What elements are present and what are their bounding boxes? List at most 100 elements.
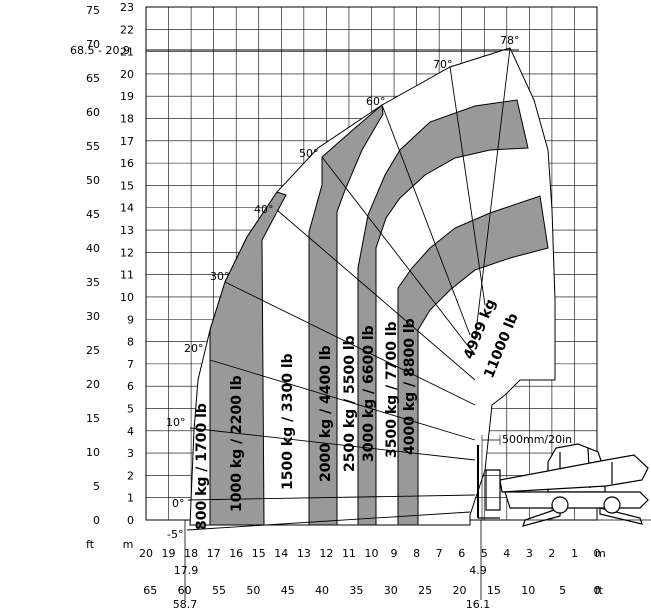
y-ft-tick: 25: [86, 344, 100, 357]
x-axis-m-ticks: 20 19 18 17 16 15 14 13 12 11 10 9 8 7 6 5 4 3 2 1 0: [139, 547, 601, 560]
angle-rays: [186, 47, 511, 531]
y-m-tick: 0: [127, 514, 134, 527]
y-ft-tick: 65: [86, 72, 100, 85]
x-m-tick: 2: [548, 547, 555, 560]
x-ft-tick: 50: [246, 584, 260, 597]
load-zone-3000kg: [357, 99, 529, 526]
y-ft-tick: 60: [86, 106, 100, 119]
y-ft-tick: 55: [86, 140, 100, 153]
angle-0: 0°: [172, 497, 185, 510]
x-m-tick: 3: [526, 547, 533, 560]
front-reach-m: 4.9: [469, 564, 487, 577]
x-m-tick: 5: [481, 547, 488, 560]
angle-30: 30°: [210, 270, 230, 283]
x-ft-tick: 45: [281, 584, 295, 597]
angle-minus5: -5°: [167, 528, 183, 541]
zone-label-2500kg: 2500 kg / 5500 lb: [342, 335, 358, 472]
y-ft-tick: 15: [86, 412, 100, 425]
x-m-tick: 6: [458, 547, 465, 560]
x-ft-tick: 55: [212, 584, 226, 597]
telehandler-machine: [477, 443, 651, 527]
y-ft-tick: 45: [86, 208, 100, 221]
y-ft-tick: 75: [86, 4, 100, 17]
angle-10: 10°: [166, 416, 186, 429]
x-m-tick: 14: [274, 547, 288, 560]
zone-labels: 800 kg / 1700 lb 1000 kg / 2200 lb 1500 …: [194, 297, 522, 530]
y-m-tick: 16: [120, 157, 134, 170]
y-m-tick: 22: [120, 23, 134, 36]
zone-label-4000kg: 4000 kg / 8800 lb: [402, 318, 418, 455]
zone-label-800kg: 800 kg / 1700 lb: [194, 403, 210, 530]
x-axis-ft-ticks: 65 60 55 50 45 40 35 30 25 20 15 10 5 0: [143, 584, 600, 597]
max-height-label: 68.5 - 20.9: [70, 44, 130, 57]
y-ft-tick: 35: [86, 276, 100, 289]
y-ft-tick: 5: [93, 480, 100, 493]
max-reach-m: 17.9: [174, 564, 199, 577]
fork-dimension: 500mm/20in: [481, 433, 572, 520]
x-m-tick: 7: [436, 547, 443, 560]
y-ft-tick: 10: [86, 446, 100, 459]
y-m-tick: 4: [127, 425, 134, 438]
x-ft-tick: 20: [453, 584, 467, 597]
angle-78: 78°: [500, 34, 520, 47]
zone-label-1500kg: 1500 kg / 3300 lb: [280, 353, 296, 490]
x-ft-tick: 40: [315, 584, 329, 597]
angle-50: 50°: [299, 147, 319, 160]
y-ft-tick: 70: [86, 38, 100, 51]
y-m-tick: 11: [120, 269, 134, 282]
y-m-tick: 1: [127, 492, 134, 505]
y-m-tick: 10: [120, 291, 134, 304]
x-ft-tick: 30: [384, 584, 398, 597]
x-m-tick: 4: [503, 547, 510, 560]
y-axis-ft-ticks: 0 5 10 15 20 25 30 35 40 45 50 55 60 65 70 75: [86, 4, 100, 527]
angle-40: 40°: [254, 203, 274, 216]
x-m-tick: 11: [342, 547, 356, 560]
y-m-tick: 2: [127, 469, 134, 482]
x-axis-ft-unit: ft: [595, 584, 604, 597]
x-ft-tick: 5: [559, 584, 566, 597]
x-ft-tick: 25: [418, 584, 432, 597]
y-m-tick: 3: [127, 447, 134, 460]
x-m-tick: 18: [184, 547, 198, 560]
x-m-tick: 17: [207, 547, 221, 560]
x-ft-tick: 65: [143, 584, 157, 597]
zone-label-1000kg: 1000 kg / 2200 lb: [229, 375, 245, 512]
y-ft-tick: 20: [86, 378, 100, 391]
y-m-tick: 12: [120, 246, 134, 259]
y-m-tick: 21: [120, 46, 134, 59]
zone-label-3500kg: 3500 kg / 7700 lb: [384, 321, 400, 458]
x-m-tick: 16: [229, 547, 243, 560]
x-m-tick: 13: [297, 547, 311, 560]
y-m-tick: 15: [120, 179, 134, 192]
max-reach-ft: 58.7: [173, 598, 198, 611]
y-ft-tick: 30: [86, 310, 100, 323]
front-reach-ft: 16.1: [466, 598, 491, 611]
zone-label-3000kg: 3000 kg / 6600 lb: [361, 325, 377, 462]
x-m-tick: 8: [413, 547, 420, 560]
x-m-tick: 1: [571, 547, 578, 560]
x-m-tick: 19: [162, 547, 176, 560]
fork-dimension-label: 500mm/20in: [502, 433, 572, 446]
x-ft-tick: 15: [487, 584, 501, 597]
x-m-tick: 9: [391, 547, 398, 560]
y-m-tick: 6: [127, 380, 134, 393]
y-m-tick: 23: [120, 1, 134, 14]
angle-labels: 78° 70° 60° 50° 40° 30° 20° 10° 0° -5°: [166, 34, 520, 541]
x-m-tick: 12: [319, 547, 333, 560]
y-m-tick: 13: [120, 224, 134, 237]
y-m-tick: 18: [120, 113, 134, 126]
angle-60: 60°: [366, 95, 386, 108]
y-ft-tick: 40: [86, 242, 100, 255]
x-ft-tick: 0: [594, 584, 601, 597]
y-m-tick: 7: [127, 358, 134, 371]
x-m-tick: 20: [139, 547, 153, 560]
x-m-tick: 0: [594, 547, 601, 560]
y-m-tick: 9: [127, 313, 134, 326]
y-ft-tick: 0: [93, 514, 100, 527]
y-axis-m-unit: m: [123, 538, 134, 551]
y-axis-ft-unit: ft: [86, 538, 95, 551]
y-m-tick: 14: [120, 202, 134, 215]
y-m-tick: 20: [120, 68, 134, 81]
